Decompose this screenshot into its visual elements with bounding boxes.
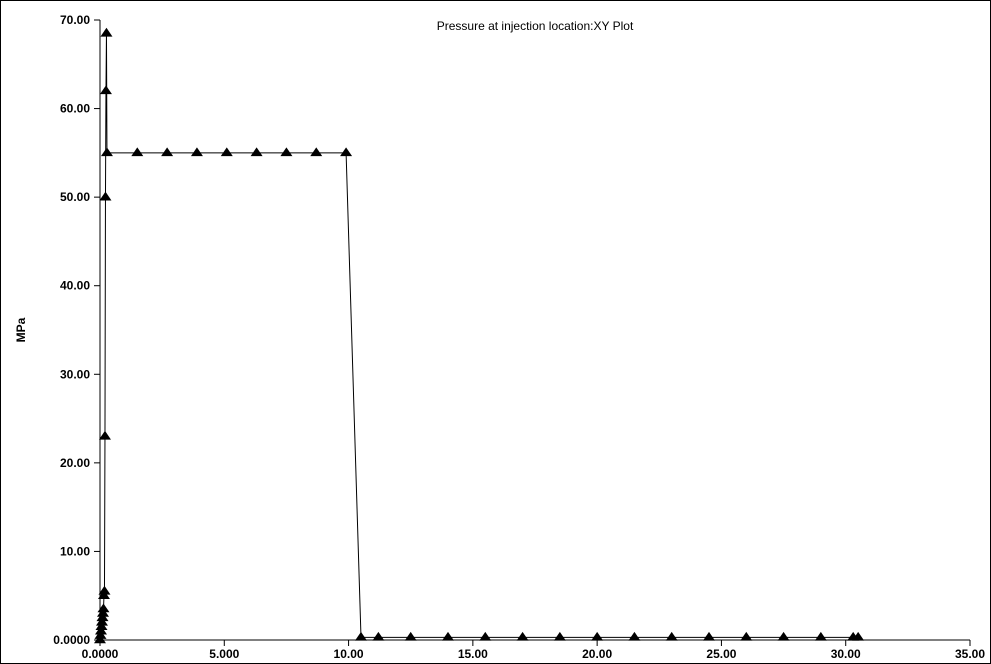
- data-marker: [131, 147, 143, 156]
- y-tick-label: 70.00: [60, 13, 90, 27]
- data-marker: [405, 632, 417, 641]
- data-marker: [666, 632, 678, 641]
- data-marker: [815, 632, 827, 641]
- data-marker: [628, 632, 640, 641]
- data-marker: [554, 632, 566, 641]
- data-marker: [101, 147, 113, 156]
- x-tick-label: 20.00: [582, 647, 612, 661]
- y-axis-label: MPa: [14, 317, 28, 342]
- x-tick-label: 35.00: [955, 647, 985, 661]
- data-marker: [740, 632, 752, 641]
- data-marker: [517, 632, 529, 641]
- x-tick-label: 30.00: [831, 647, 861, 661]
- x-tick-label: 15.00: [458, 647, 488, 661]
- data-marker: [161, 147, 173, 156]
- data-marker: [778, 632, 790, 641]
- y-tick-label: 0.0000: [53, 633, 90, 647]
- y-tick-label: 40.00: [60, 279, 90, 293]
- data-marker: [99, 431, 111, 440]
- data-marker: [310, 147, 322, 156]
- data-line: [100, 33, 858, 640]
- pressure-xy-plot: Pressure at injection location:XY Plot 0.…: [0, 0, 991, 664]
- data-marker: [372, 632, 384, 641]
- data-marker: [340, 147, 352, 156]
- y-tick-label: 30.00: [60, 367, 90, 381]
- chart-title: Pressure at injection location:XY Plot: [437, 19, 634, 33]
- y-tick-label: 60.00: [60, 102, 90, 116]
- y-tick-label: 10.00: [60, 544, 90, 558]
- data-marker: [97, 604, 109, 613]
- data-marker: [251, 147, 263, 156]
- data-marker: [355, 632, 367, 641]
- plot-border: [1, 1, 991, 664]
- y-tick-label: 20.00: [60, 456, 90, 470]
- x-tick-label: 10.00: [334, 647, 364, 661]
- data-marker: [100, 85, 112, 94]
- data-marker: [100, 28, 112, 37]
- chart-container: Pressure at injection location:XY Plot 0.…: [0, 0, 991, 664]
- data-marker: [280, 147, 292, 156]
- data-marker: [442, 632, 454, 641]
- x-tick-label: 5.000: [209, 647, 239, 661]
- data-marker: [191, 147, 203, 156]
- x-tick-label: 0.0000: [82, 647, 119, 661]
- data-marker: [479, 632, 491, 641]
- data-marker: [221, 147, 233, 156]
- data-marker: [703, 632, 715, 641]
- data-marker: [591, 632, 603, 641]
- y-tick-label: 50.00: [60, 190, 90, 204]
- data-marker: [99, 192, 111, 201]
- x-tick-label: 25.00: [706, 647, 736, 661]
